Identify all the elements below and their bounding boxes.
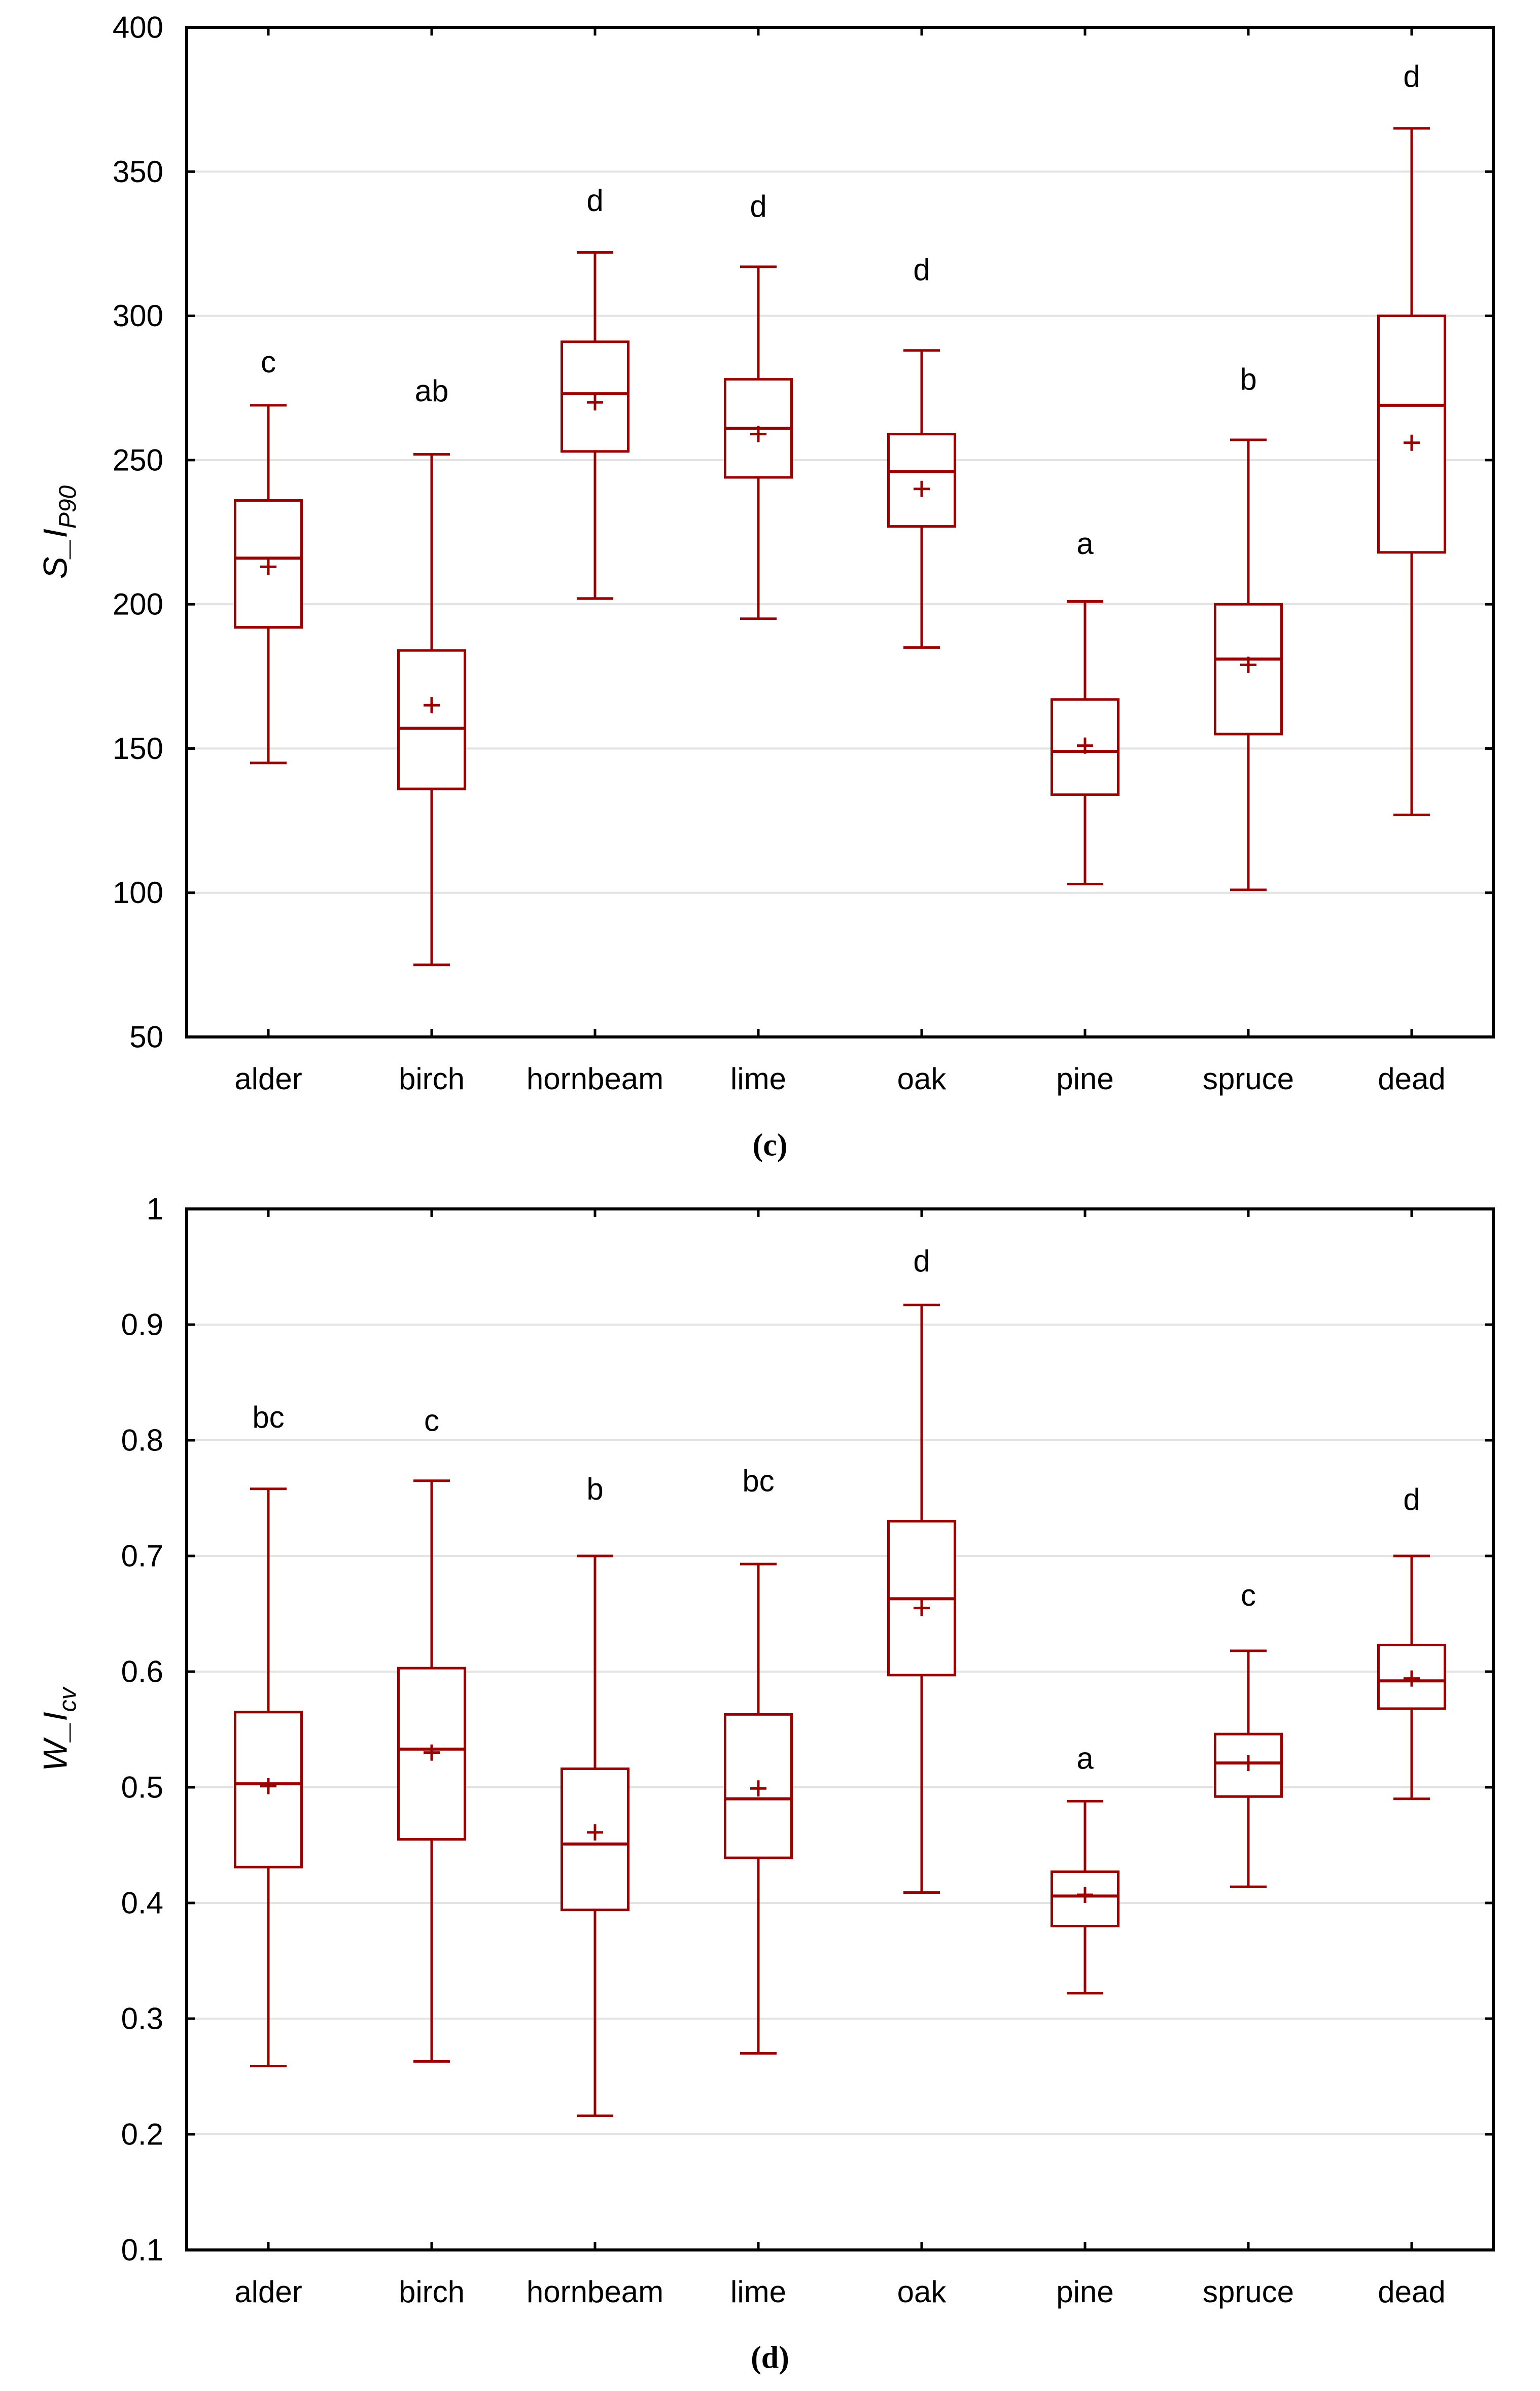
mean-marker-d-hornbeam [587, 1824, 603, 1841]
y-tick-label-d-0.9: 0.9 [121, 1308, 163, 1342]
mean-marker-c-birch [424, 697, 440, 714]
mean-marker-c-pine [1077, 737, 1093, 754]
mean-marker-d-pine [1077, 1887, 1093, 1903]
y-tick-label-d-0.1: 0.1 [121, 2233, 163, 2267]
group-letter-c-birch: ab [415, 374, 449, 408]
y-tick-label-d-1: 1 [147, 1192, 163, 1226]
y-tick-label-d-0.4: 0.4 [121, 1886, 163, 1920]
group-letter-c-dead: d [1403, 59, 1420, 93]
mean-marker-c-alder [260, 559, 276, 575]
group-letter-c-spruce: b [1240, 362, 1256, 396]
box-c-oak [887, 433, 956, 528]
group-letter-d-spruce: c [1241, 1578, 1256, 1612]
y-tick-label-d-0.8: 0.8 [121, 1424, 163, 1458]
y-tick-label-d-0.5: 0.5 [121, 1771, 163, 1805]
y-tick-label-c-250: 250 [113, 443, 163, 477]
y-tick-label-c-400: 400 [113, 11, 163, 45]
y-tick-label-c-50: 50 [129, 1020, 163, 1054]
y-axis-title-subscript: cv [54, 1687, 82, 1712]
mean-marker-d-spruce [1240, 1755, 1256, 1772]
plot-frame-d [185, 1207, 1495, 2251]
category-label-d-spruce: spruce [1203, 2275, 1294, 2309]
y-tick-label-d-0.3: 0.3 [121, 2002, 163, 2036]
category-label-d-pine: pine [1056, 2275, 1113, 2309]
category-label-c-pine: pine [1056, 1062, 1113, 1096]
group-letter-d-birch: c [424, 1404, 439, 1438]
mean-marker-d-oak [914, 1600, 930, 1616]
group-letter-c-alder: c [261, 345, 276, 379]
group-letter-d-pine: a [1076, 1742, 1094, 1776]
plot-frame-c [185, 26, 1495, 1038]
y-axis-title-main: W_I [36, 1712, 74, 1772]
category-label-c-lime: lime [730, 1062, 786, 1096]
box-c-birch [397, 649, 466, 790]
category-label-d-alder: alder [234, 2275, 302, 2309]
mean-marker-d-birch [424, 1744, 440, 1761]
y-tick-label-d-0.6: 0.6 [121, 1655, 163, 1689]
y-axis-title-subscript: P90 [54, 485, 82, 529]
category-label-c-spruce: spruce [1203, 1062, 1294, 1096]
category-label-c-hornbeam: hornbeam [527, 1062, 663, 1096]
group-letter-d-alder: bc [252, 1400, 284, 1434]
mean-marker-c-dead [1404, 434, 1420, 451]
category-label-c-alder: alder [234, 1062, 302, 1096]
group-letter-d-dead: d [1403, 1482, 1420, 1516]
category-label-d-lime: lime [730, 2275, 786, 2309]
group-letter-c-hornbeam: d [586, 184, 603, 218]
group-letter-c-pine: a [1076, 527, 1094, 561]
panel-c-caption: (c) [752, 1128, 788, 1163]
group-letter-c-lime: d [750, 189, 766, 223]
y-axis-title-panel-d: W_Icv [36, 1687, 82, 1771]
mean-marker-d-lime [750, 1780, 766, 1797]
box-c-dead [1377, 315, 1446, 554]
category-label-c-dead: dead [1378, 1062, 1445, 1096]
group-letter-d-hornbeam: b [586, 1472, 603, 1506]
mean-marker-c-lime [750, 426, 766, 442]
group-letter-d-oak: d [913, 1244, 930, 1278]
mean-marker-d-dead [1404, 1670, 1420, 1687]
category-label-c-oak: oak [897, 1062, 947, 1096]
category-label-d-birch: birch [399, 2275, 465, 2309]
mean-marker-c-oak [914, 480, 930, 497]
y-tick-label-c-300: 300 [113, 299, 163, 333]
group-letter-d-lime: bc [742, 1464, 774, 1498]
y-tick-label-c-100: 100 [113, 876, 163, 910]
category-label-c-birch: birch [399, 1062, 465, 1096]
panel-d-caption: (d) [751, 2340, 789, 2375]
category-label-d-oak: oak [897, 2275, 947, 2309]
category-label-d-dead: dead [1378, 2275, 1445, 2309]
box-d-hornbeam [561, 1768, 629, 1912]
y-tick-label-c-150: 150 [113, 732, 163, 766]
y-axis-title-panel-c: S_IP90 [36, 486, 82, 579]
mean-marker-c-hornbeam [587, 394, 603, 411]
category-label-d-hornbeam: hornbeam [527, 2275, 663, 2309]
group-letter-c-oak: d [913, 253, 930, 287]
mean-marker-d-alder [260, 1778, 276, 1794]
y-tick-label-c-350: 350 [113, 155, 163, 189]
y-tick-label-d-0.7: 0.7 [121, 1539, 163, 1573]
y-tick-label-c-200: 200 [113, 587, 163, 621]
y-axis-title-main: S_I [36, 529, 74, 579]
y-tick-label-d-0.2: 0.2 [121, 2118, 163, 2152]
mean-marker-c-spruce [1240, 656, 1256, 673]
